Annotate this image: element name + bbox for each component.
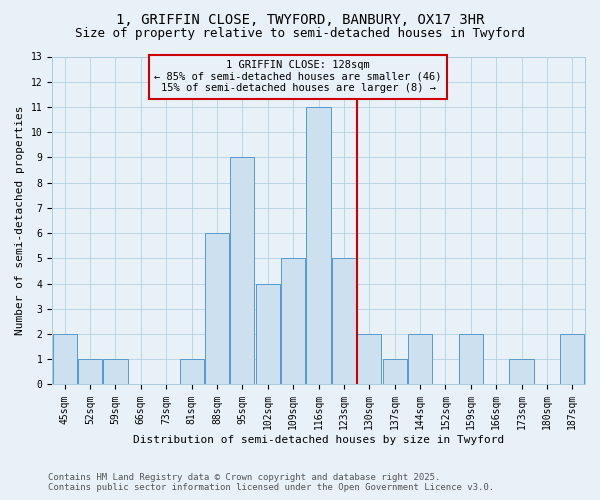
Bar	[357, 334, 382, 384]
Bar	[408, 334, 432, 384]
Bar	[332, 258, 356, 384]
Y-axis label: Number of semi-detached properties: Number of semi-detached properties	[15, 106, 25, 335]
Bar	[459, 334, 483, 384]
Bar	[256, 284, 280, 384]
Bar	[383, 359, 407, 384]
Bar	[281, 258, 305, 384]
Bar	[103, 359, 128, 384]
Text: Size of property relative to semi-detached houses in Twyford: Size of property relative to semi-detach…	[75, 28, 525, 40]
Text: Contains HM Land Registry data © Crown copyright and database right 2025.
Contai: Contains HM Land Registry data © Crown c…	[48, 473, 494, 492]
Bar	[53, 334, 77, 384]
Bar	[205, 233, 229, 384]
X-axis label: Distribution of semi-detached houses by size in Twyford: Distribution of semi-detached houses by …	[133, 435, 504, 445]
Bar	[560, 334, 584, 384]
Bar	[78, 359, 102, 384]
Bar	[230, 158, 254, 384]
Bar	[179, 359, 203, 384]
Text: 1, GRIFFIN CLOSE, TWYFORD, BANBURY, OX17 3HR: 1, GRIFFIN CLOSE, TWYFORD, BANBURY, OX17…	[116, 12, 484, 26]
Text: 1 GRIFFIN CLOSE: 128sqm
← 85% of semi-detached houses are smaller (46)
15% of se: 1 GRIFFIN CLOSE: 128sqm ← 85% of semi-de…	[154, 60, 442, 94]
Bar	[307, 107, 331, 384]
Bar	[509, 359, 533, 384]
